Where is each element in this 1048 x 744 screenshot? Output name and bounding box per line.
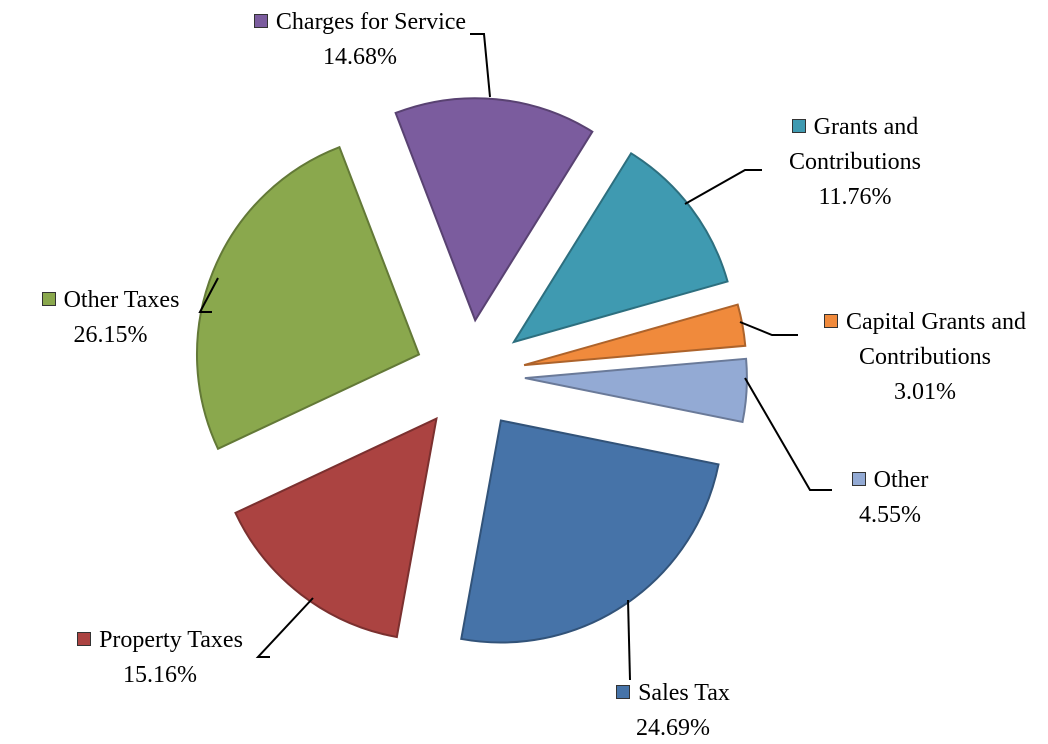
legend-swatch: [41, 292, 56, 306]
category-label: Property Taxes: [99, 627, 243, 653]
category-label: Other: [873, 467, 929, 493]
leader-line: [684, 169, 762, 205]
legend-swatch: [616, 685, 631, 699]
value-label: 14.68%: [323, 44, 397, 70]
legend-swatch: [824, 314, 839, 328]
pie-slice: [460, 419, 720, 644]
category-label: Charges for Service: [275, 9, 467, 35]
slice-label: Capital Grants and Contributions 3.01%: [790, 305, 1048, 410]
leader-line: [744, 377, 832, 491]
leader-line: [255, 597, 314, 658]
pie-slice: [523, 303, 747, 367]
slice-label: Sales Tax 24.69%: [588, 676, 758, 744]
legend-swatch: [253, 14, 268, 28]
legend-swatch: [791, 119, 806, 133]
leader-line: [627, 599, 631, 681]
value-label: 11.76%: [818, 184, 892, 210]
pie-slice: [394, 97, 594, 323]
legend-swatch: [851, 472, 866, 486]
slice-label: Other 4.55%: [820, 463, 960, 533]
slice-label: Other Taxes 26.15%: [8, 283, 213, 353]
leader-line: [470, 33, 491, 98]
pie-slice: [234, 416, 438, 639]
pie-slice: [195, 145, 421, 451]
slice-label: Property Taxes 15.16%: [40, 623, 280, 693]
slice-label: Grants and Contributions 11.76%: [730, 110, 980, 215]
value-label: 15.16%: [123, 662, 197, 688]
value-label: 24.69%: [636, 715, 710, 741]
pie-slice: [511, 151, 729, 344]
category-label: Other Taxes: [63, 287, 180, 313]
slice-label: Charges for Service 14.68%: [218, 5, 502, 75]
leader-line: [198, 277, 219, 313]
value-label: 4.55%: [859, 502, 921, 528]
category-label: Capital Grants and Contributions: [846, 309, 1026, 370]
leader-line: [739, 321, 798, 336]
pie-slice: [524, 357, 748, 424]
category-label: Grants and Contributions: [788, 114, 921, 175]
category-label: Sales Tax: [638, 680, 730, 706]
value-label: 26.15%: [73, 322, 148, 348]
value-label: 3.01%: [894, 379, 956, 405]
legend-swatch: [77, 632, 92, 646]
